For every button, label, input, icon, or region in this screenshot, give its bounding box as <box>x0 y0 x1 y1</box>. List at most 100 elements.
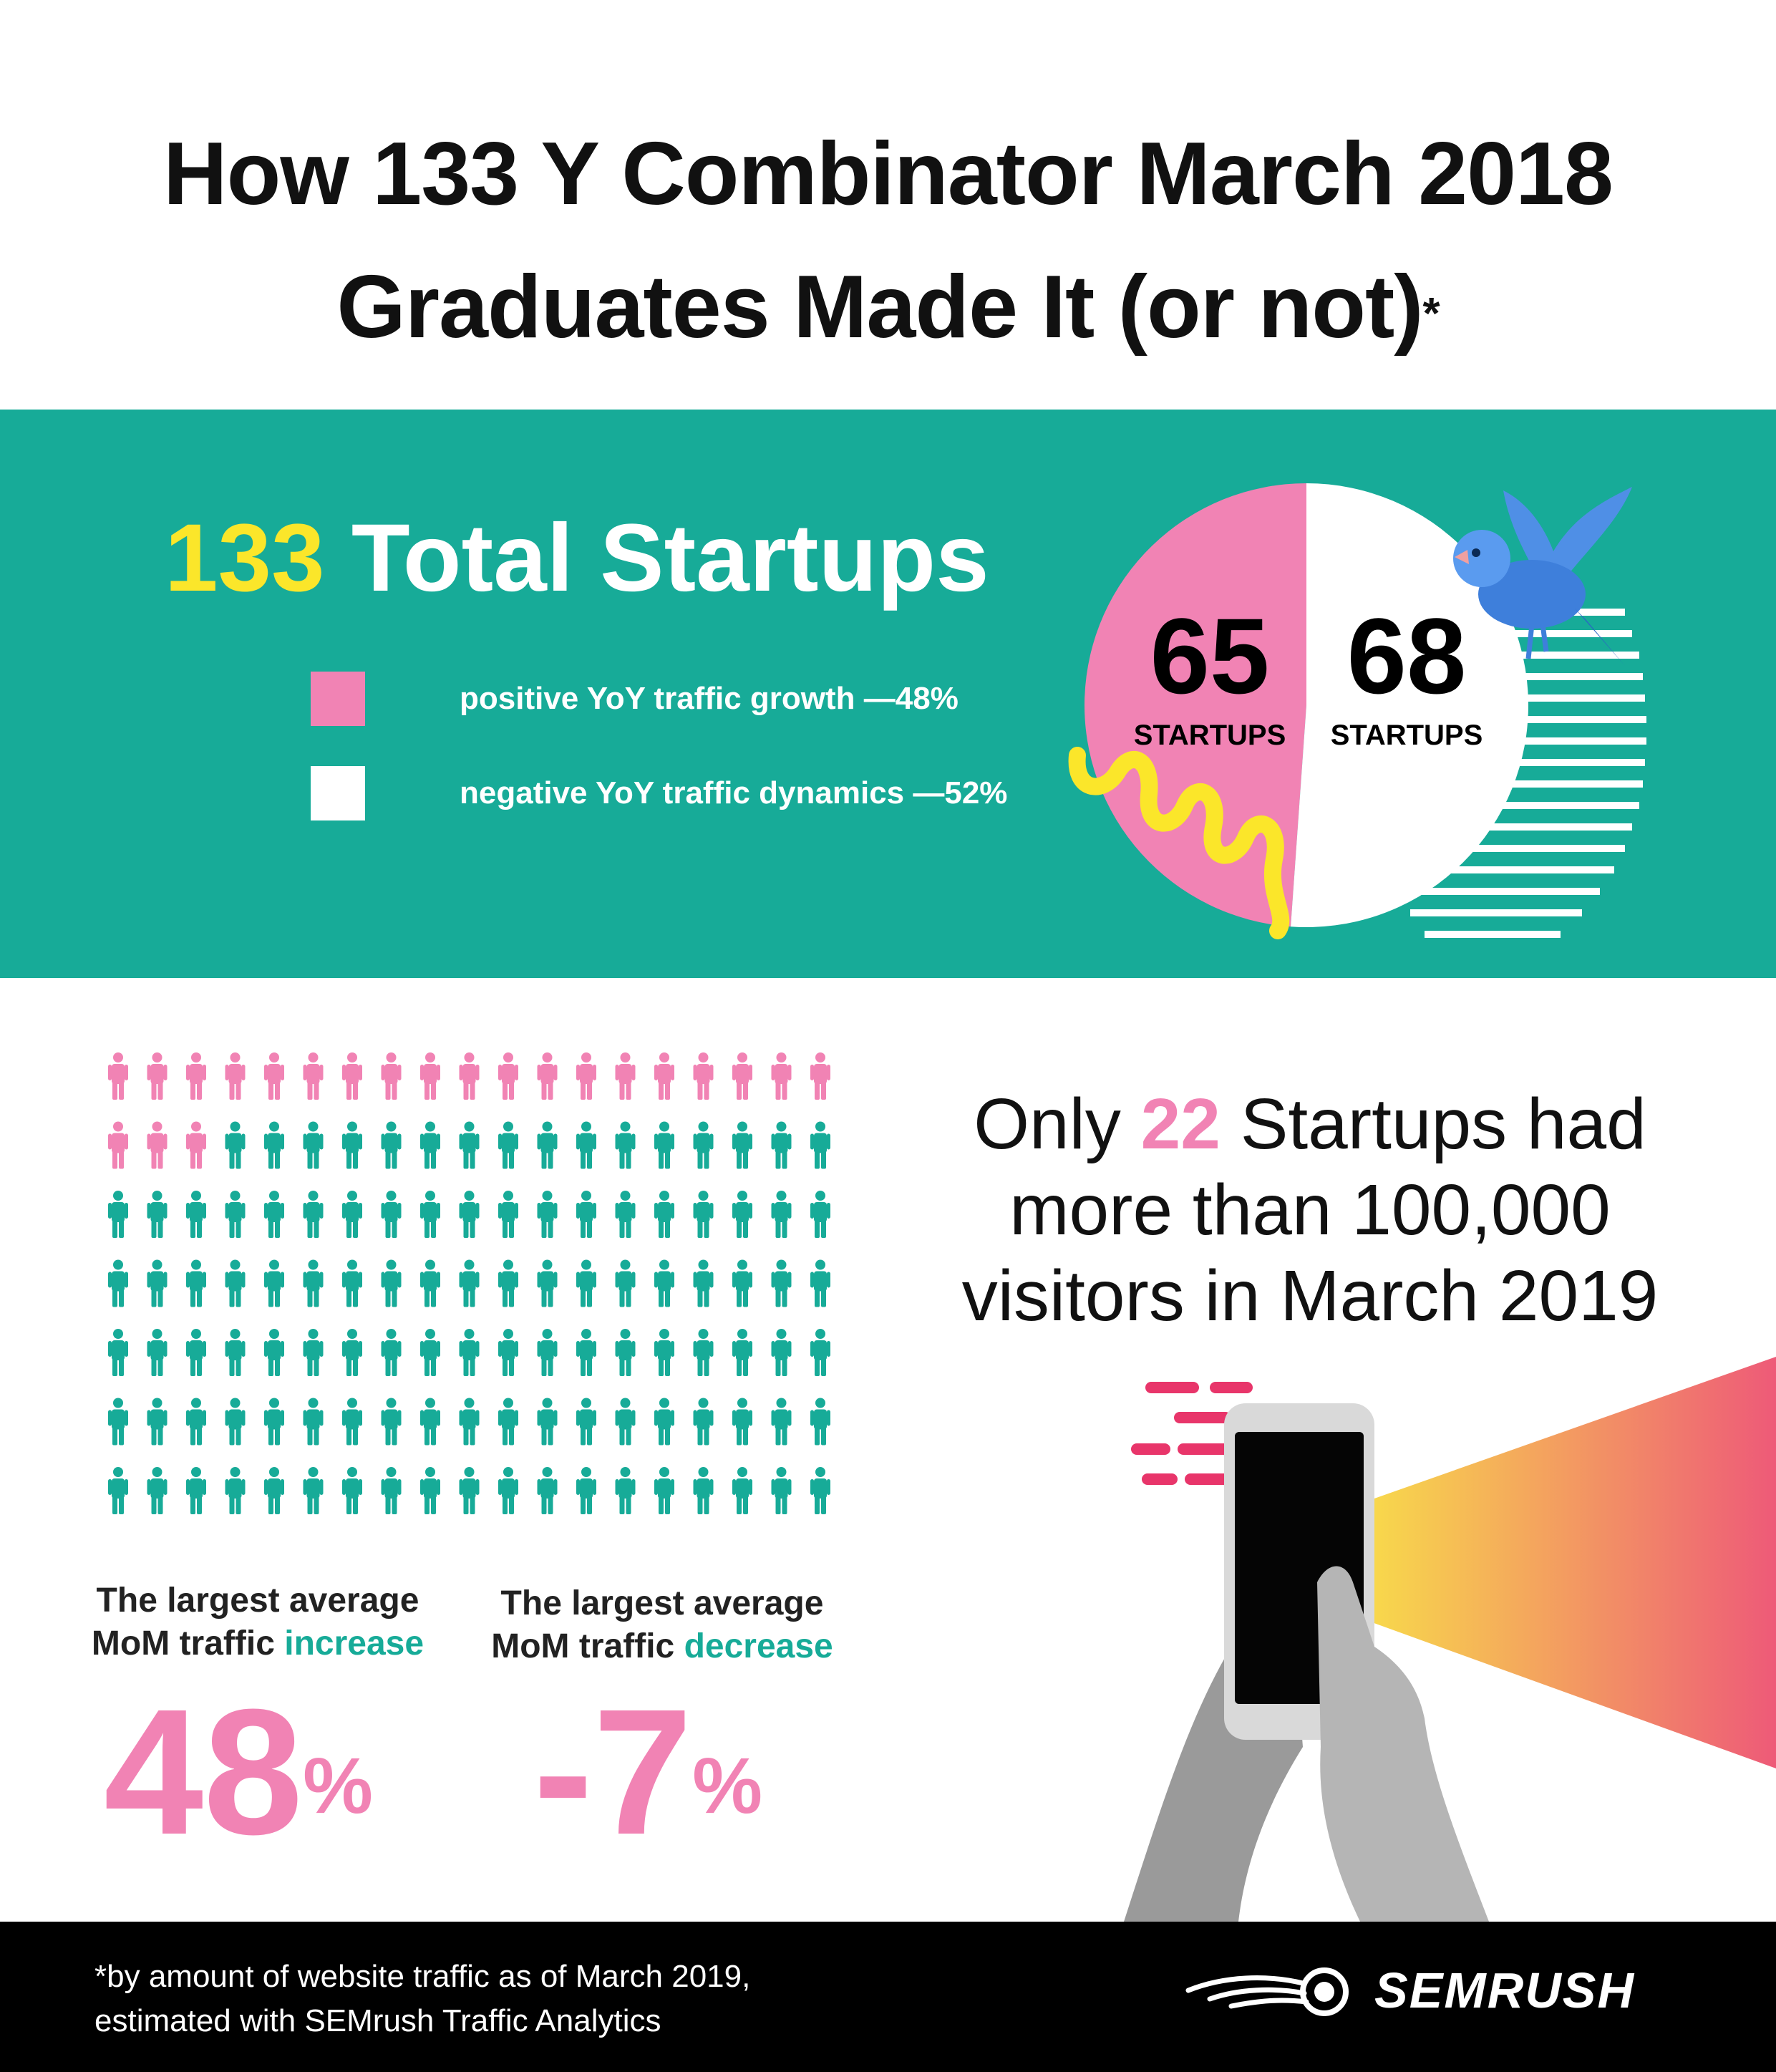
person-icon <box>108 1191 128 1238</box>
person-icon <box>771 1329 792 1376</box>
person-icon <box>537 1052 558 1100</box>
person-icon <box>381 1329 402 1376</box>
person-icon <box>420 1398 440 1446</box>
person-icon <box>459 1121 480 1169</box>
person-icon <box>654 1121 674 1169</box>
pie-slice-negative <box>1291 483 1528 927</box>
pie-label-negative-unit: STARTUPS <box>1331 720 1483 751</box>
person-icon <box>810 1259 830 1307</box>
person-icon <box>420 1121 440 1169</box>
person-icon <box>810 1121 830 1169</box>
person-icon <box>537 1259 558 1307</box>
legend-swatch-positive <box>311 672 365 726</box>
person-icon <box>147 1052 168 1100</box>
person-icon <box>498 1121 518 1169</box>
callout-number: 22 <box>1140 1084 1221 1164</box>
title-line-1: How 133 Y Combinator March 2018 <box>163 125 1614 223</box>
person-icon <box>303 1191 324 1238</box>
person-icon <box>498 1259 518 1307</box>
person-icon <box>459 1052 480 1100</box>
person-icon <box>303 1329 324 1376</box>
pie-label-negative-value: 68 <box>1347 596 1467 716</box>
person-icon <box>147 1259 168 1307</box>
person-icon <box>264 1191 284 1238</box>
person-icon <box>420 1329 440 1376</box>
person-icon <box>264 1121 284 1169</box>
person-icon <box>264 1052 284 1100</box>
footnote: *by amount of website traffic as of Marc… <box>94 1959 751 2038</box>
person-icon <box>732 1329 752 1376</box>
person-icon <box>693 1052 714 1100</box>
person-icon <box>654 1467 674 1514</box>
person-icon <box>771 1052 792 1100</box>
person-icon <box>108 1052 128 1100</box>
person-icon <box>771 1398 792 1446</box>
person-icon <box>693 1398 714 1446</box>
person-icon <box>342 1191 362 1238</box>
callout-line-1: Only 22 Startups had <box>974 1084 1646 1164</box>
pie-label-positive-value: 65 <box>1150 596 1270 716</box>
person-icon <box>459 1398 480 1446</box>
person-icon <box>498 1052 518 1100</box>
person-icon <box>771 1191 792 1238</box>
person-icon <box>810 1191 830 1238</box>
person-icon <box>498 1329 518 1376</box>
person-icon <box>732 1398 752 1446</box>
person-icon <box>576 1191 596 1238</box>
person-icon <box>186 1329 206 1376</box>
person-icon <box>147 1398 168 1446</box>
person-icon <box>420 1259 440 1307</box>
person-icon <box>537 1191 558 1238</box>
total-label: Total Startups <box>351 505 989 611</box>
person-icon <box>342 1329 362 1376</box>
person-icon <box>615 1467 636 1514</box>
brand-name: SEMRUSH <box>1374 1962 1636 2018</box>
person-icon <box>381 1398 402 1446</box>
person-icon <box>654 1259 674 1307</box>
person-icon <box>810 1467 830 1514</box>
person-icon <box>303 1398 324 1446</box>
person-icon <box>303 1259 324 1307</box>
callout-line-3: visitors in March 2019 <box>961 1256 1659 1336</box>
person-icon <box>147 1467 168 1514</box>
person-icon <box>498 1467 518 1514</box>
person-icon <box>186 1052 206 1100</box>
legend-item-negative: negative YoY traffic dynamics —52% <box>311 765 1007 822</box>
person-icon <box>771 1467 792 1514</box>
person-icon <box>537 1398 558 1446</box>
legend-label-positive: positive YoY traffic growth —48% <box>460 681 959 716</box>
page-title: How 133 Y Combinator March 2018 Graduate… <box>0 107 1776 374</box>
person-icon <box>576 1398 596 1446</box>
title-asterisk: * <box>1422 289 1440 339</box>
person-icon <box>732 1052 752 1100</box>
visitors-callout: Only 22 Startups had more than 100,000 v… <box>909 1081 1711 1339</box>
person-icon <box>576 1121 596 1169</box>
person-icon <box>264 1467 284 1514</box>
person-icon <box>693 1259 714 1307</box>
person-icon <box>108 1329 128 1376</box>
person-icon <box>537 1329 558 1376</box>
title-line-2: Graduates Made It (or not)* <box>336 258 1440 357</box>
person-icon <box>225 1329 246 1376</box>
person-icon <box>654 1191 674 1238</box>
person-icon <box>810 1329 830 1376</box>
legend-label-negative: negative YoY traffic dynamics —52% <box>460 775 1008 810</box>
person-icon <box>576 1259 596 1307</box>
person-icon <box>459 1329 480 1376</box>
person-icon <box>420 1191 440 1238</box>
person-icon <box>693 1121 714 1169</box>
decrease-word: decrease <box>684 1627 833 1665</box>
person-icon <box>186 1467 206 1514</box>
person-icon <box>225 1052 246 1100</box>
person-icon <box>147 1121 168 1169</box>
legend-swatch-negative <box>311 766 365 820</box>
person-icon <box>264 1329 284 1376</box>
legend-item-positive: positive YoY traffic growth —48% <box>311 670 959 727</box>
person-icon <box>459 1191 480 1238</box>
person-icon <box>810 1052 830 1100</box>
person-icon <box>381 1467 402 1514</box>
person-icon <box>615 1398 636 1446</box>
bird-icon <box>1453 487 1632 666</box>
person-icon <box>381 1259 402 1307</box>
person-icon <box>654 1398 674 1446</box>
